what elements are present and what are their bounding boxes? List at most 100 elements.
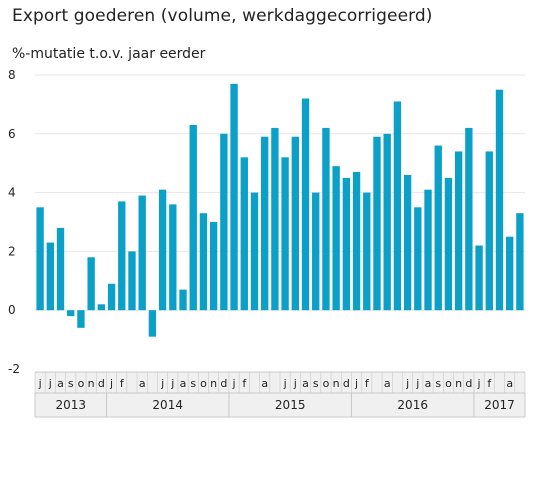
bar (383, 133, 391, 311)
month-label: j (48, 377, 52, 390)
month-label: f (120, 377, 125, 390)
y-tick-label: -2 (8, 362, 20, 376)
chart-subtitle: %-mutatie t.o.v. jaar eerder (12, 46, 206, 62)
bar (454, 151, 463, 311)
bar (36, 207, 44, 311)
month-label: a (180, 377, 187, 390)
bar (56, 227, 65, 311)
month-label: o (78, 377, 85, 390)
y-tick-label: 8 (8, 68, 16, 82)
month-label: a (384, 377, 391, 390)
bar (506, 236, 514, 311)
month-label: a (57, 377, 64, 390)
bar (281, 157, 289, 311)
y-axis-ticks: -2 0 2 4 6 8 (8, 68, 20, 376)
y-tick-label: 0 (8, 303, 16, 317)
bar (403, 174, 412, 311)
month-label: j (109, 377, 113, 390)
bar (158, 189, 167, 311)
bar (465, 127, 473, 311)
month-label: a (302, 377, 309, 390)
bar (291, 136, 299, 311)
y-tick-label: 6 (8, 127, 16, 141)
month-label: d (220, 377, 227, 390)
bar (169, 204, 177, 311)
bar (199, 213, 208, 311)
bar (250, 192, 259, 311)
bar (373, 136, 381, 311)
month-label: a (139, 377, 146, 390)
month-label: a (261, 377, 268, 390)
month-label: n (333, 377, 340, 390)
bar (271, 127, 279, 311)
bar (322, 127, 330, 311)
bar (179, 289, 187, 311)
month-label: s (68, 377, 74, 390)
month-label: n (455, 377, 462, 390)
bar (475, 245, 483, 311)
month-label: f (242, 377, 247, 390)
month-label: d (465, 377, 472, 390)
bar (97, 304, 106, 311)
bar (77, 310, 85, 328)
bar (332, 166, 340, 311)
month-label: n (210, 377, 217, 390)
month-label: j (160, 377, 164, 390)
year-label: 2017 (484, 398, 515, 412)
bar (434, 145, 442, 311)
month-label: a (506, 377, 513, 390)
year-label: 2016 (397, 398, 428, 412)
bar (46, 242, 54, 311)
month-label: s (190, 377, 196, 390)
y-tick-label: 2 (8, 244, 16, 258)
bar (301, 98, 310, 311)
month-label: o (200, 377, 207, 390)
bar (485, 151, 493, 311)
bar (87, 257, 95, 311)
bars (36, 83, 524, 337)
bar (312, 192, 320, 311)
month-label: d (343, 377, 350, 390)
month-label: j (477, 377, 481, 390)
month-label: s (435, 377, 441, 390)
month-label: j (38, 377, 42, 390)
bar (189, 124, 197, 311)
y-tick-label: 4 (8, 186, 16, 200)
bar (240, 157, 248, 311)
month-label: f (365, 377, 370, 390)
bar (363, 192, 371, 311)
month-label: o (323, 377, 330, 390)
bar (209, 222, 218, 311)
year-label: 2013 (55, 398, 86, 412)
bar (342, 177, 351, 311)
month-label: j (354, 377, 358, 390)
month-label: j (405, 377, 409, 390)
year-label: 2015 (275, 398, 306, 412)
bar (444, 177, 453, 311)
bar (107, 283, 116, 311)
month-label: d (98, 377, 105, 390)
month-label: j (232, 377, 236, 390)
bar (516, 213, 524, 311)
month-label: j (415, 377, 419, 390)
bar (67, 310, 75, 317)
month-label: j (283, 377, 287, 390)
month-label: a (425, 377, 432, 390)
month-label: j (293, 377, 297, 390)
month-label: j (170, 377, 174, 390)
bar (138, 195, 146, 311)
month-label: s (313, 377, 319, 390)
bar (118, 201, 126, 311)
month-label: o (445, 377, 452, 390)
bar (128, 251, 136, 311)
year-label: 2014 (152, 398, 183, 412)
bar (424, 189, 432, 311)
month-label: f (487, 377, 492, 390)
chart-title: Export goederen (volume, werkdaggecorrig… (12, 6, 433, 26)
bar (220, 133, 228, 311)
bar (148, 310, 157, 337)
bar (230, 83, 238, 311)
bar (495, 89, 504, 311)
